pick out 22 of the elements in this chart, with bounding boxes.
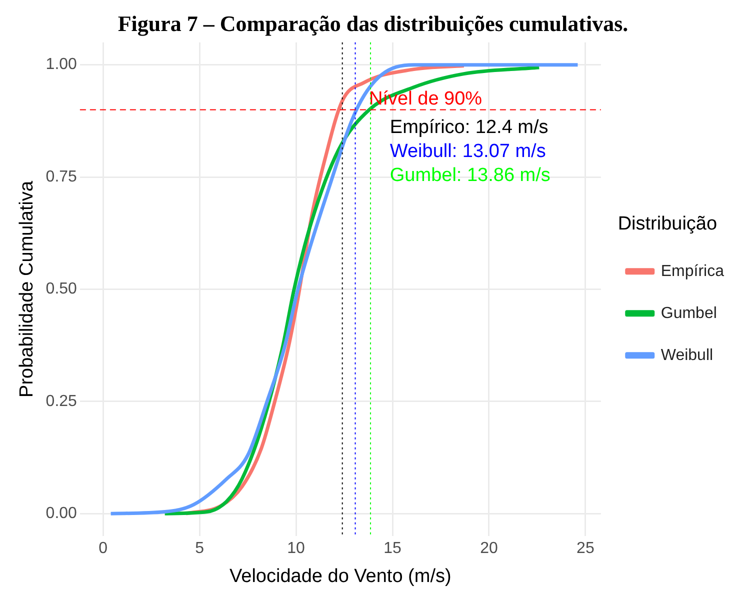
y-tick-label: 0.75 [46,168,78,186]
x-tick-label: 20 [480,540,498,558]
x-tick-label: 5 [195,540,204,558]
x-tick-label: 15 [384,540,402,558]
y-tick-label: 0.50 [46,280,78,298]
legend-title: Distribuição [618,213,718,234]
ref-line-label: Weibull: 13.07 m/s [390,141,546,162]
ref-line-label: Gumbel: 13.86 m/s [390,165,550,186]
y-tick-label: 1.00 [46,56,78,74]
legend-label: Empírica [660,262,724,280]
legend-label: Gumbel [660,304,717,322]
x-tick-label: 10 [287,540,306,558]
chart-title: Figura 7 – Comparação das distribuições cumulativas. [118,10,628,36]
y-tick-label: 0.00 [46,504,78,522]
x-tick-label: 25 [576,540,594,558]
x-tick-label: 0 [98,540,108,558]
y-tick-label: 0.25 [46,392,78,410]
line-series [109,63,580,516]
ref-line-label: Empírico: 12.4 m/s [390,117,548,138]
x-axis-title: Velocidade do Vento (m/s) [230,566,452,587]
y-axis-title: Probabilidade Cumulativa [16,180,38,398]
legend-label: Weibull [660,346,714,364]
